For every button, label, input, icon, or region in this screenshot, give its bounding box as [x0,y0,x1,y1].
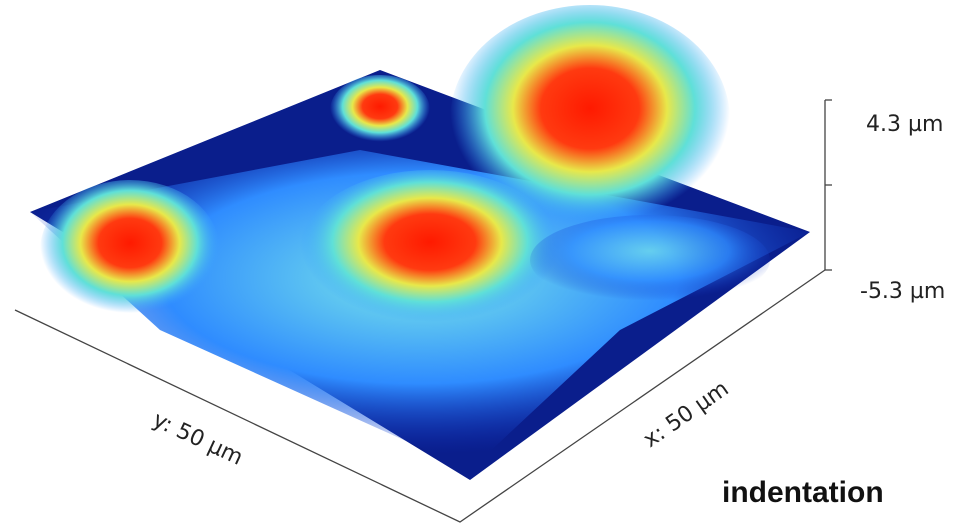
base-axes [14,269,826,523]
z-bottom-label: -5.3 µm [860,279,945,304]
surface [30,5,810,480]
axes [14,99,832,523]
y-axis-label: y: 50 µm [149,407,247,470]
z-top-label: 4.3 µm [866,112,943,137]
caption: indentation [722,476,884,509]
